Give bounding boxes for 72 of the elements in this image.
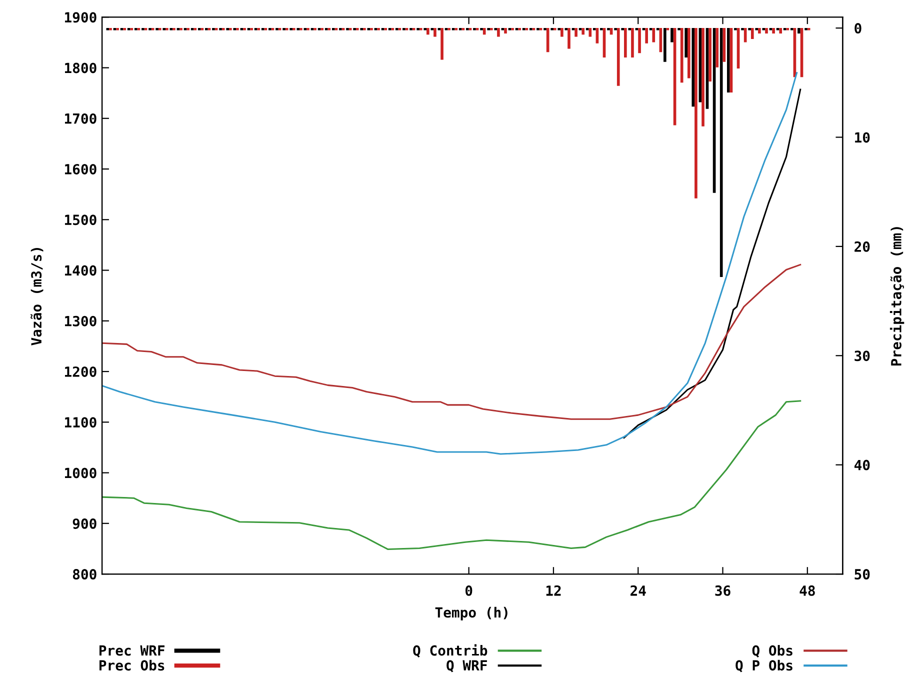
line-series: [623, 88, 802, 439]
bar: [497, 28, 500, 37]
bar: [684, 28, 688, 58]
y-tick-label: 1400: [65, 265, 96, 276]
x-tick-label: 36: [715, 585, 730, 596]
x-tick-label: 12: [546, 585, 561, 596]
y-tick-label: 1100: [65, 417, 96, 428]
y2-tick-label: 30: [854, 350, 870, 362]
legend-label: Q WRF: [446, 660, 487, 672]
bar: [720, 28, 723, 278]
legend-label: Prec WRF: [100, 645, 164, 656]
bar: [596, 28, 599, 44]
bar: [568, 28, 570, 49]
bar: [779, 28, 782, 34]
y-tick-label: 1200: [65, 366, 96, 377]
line-series: [102, 400, 802, 550]
y-tick-label: 1900: [65, 12, 96, 23]
y-tick-label: 1300: [65, 316, 96, 326]
bar: [426, 28, 430, 35]
line-series: [102, 264, 802, 420]
legend-label: Prec Obs: [100, 660, 164, 671]
bar: [504, 28, 507, 34]
bar: [616, 28, 620, 86]
legend-label: Q P Obs: [736, 660, 792, 672]
y2-tick-label: 40: [854, 460, 870, 470]
bar: [638, 28, 641, 54]
x-axis-title: Tempo (h): [435, 606, 508, 620]
bar: [687, 28, 690, 78]
y-tick-label: 900: [72, 518, 96, 529]
bar: [482, 28, 486, 35]
bar: [758, 28, 761, 34]
y-tick-label: 1800: [65, 62, 96, 74]
y-tick-label: 800: [72, 569, 96, 580]
legend-label: Q Contrib: [413, 644, 488, 658]
y2-tick-label: 50: [854, 569, 870, 580]
bar: [624, 28, 627, 58]
y-tick-label: 1500: [65, 214, 96, 226]
y2-tick-label: 20: [854, 241, 870, 252]
bar: [664, 28, 666, 62]
y-axis-title: Vazão (m3/s): [30, 248, 44, 346]
bar: [588, 28, 592, 37]
bar: [726, 28, 730, 92]
bar: [582, 28, 585, 35]
x-tick-label: 0: [465, 585, 472, 596]
bar: [645, 28, 648, 44]
bar: [750, 28, 754, 39]
bar: [692, 28, 695, 107]
bar: [708, 28, 712, 82]
bar: [434, 28, 436, 37]
bar: [631, 28, 634, 58]
bar: [680, 28, 684, 83]
bar: [440, 28, 444, 60]
line-series: [102, 72, 798, 455]
y-tick-label: 1700: [65, 113, 96, 124]
bar: [798, 28, 800, 34]
bar: [652, 28, 656, 42]
legend-label: Q Obs: [752, 645, 792, 658]
x-tick-label: 48: [800, 585, 815, 596]
bar: [574, 28, 578, 37]
y-tick-label: 1600: [65, 164, 96, 174]
x-tick-label: 24: [630, 585, 646, 596]
bar: [694, 28, 698, 198]
y2-tick-label: 0: [854, 23, 862, 34]
bar: [772, 28, 775, 34]
bar: [716, 28, 719, 68]
y2-axis-title: Precipitação (mm): [890, 227, 904, 366]
bar: [670, 28, 674, 42]
y-tick-label: 1000: [65, 468, 96, 478]
bar: [765, 28, 768, 34]
bar: [702, 28, 704, 126]
bar: [560, 28, 564, 37]
y2-tick-label: 10: [855, 132, 870, 143]
